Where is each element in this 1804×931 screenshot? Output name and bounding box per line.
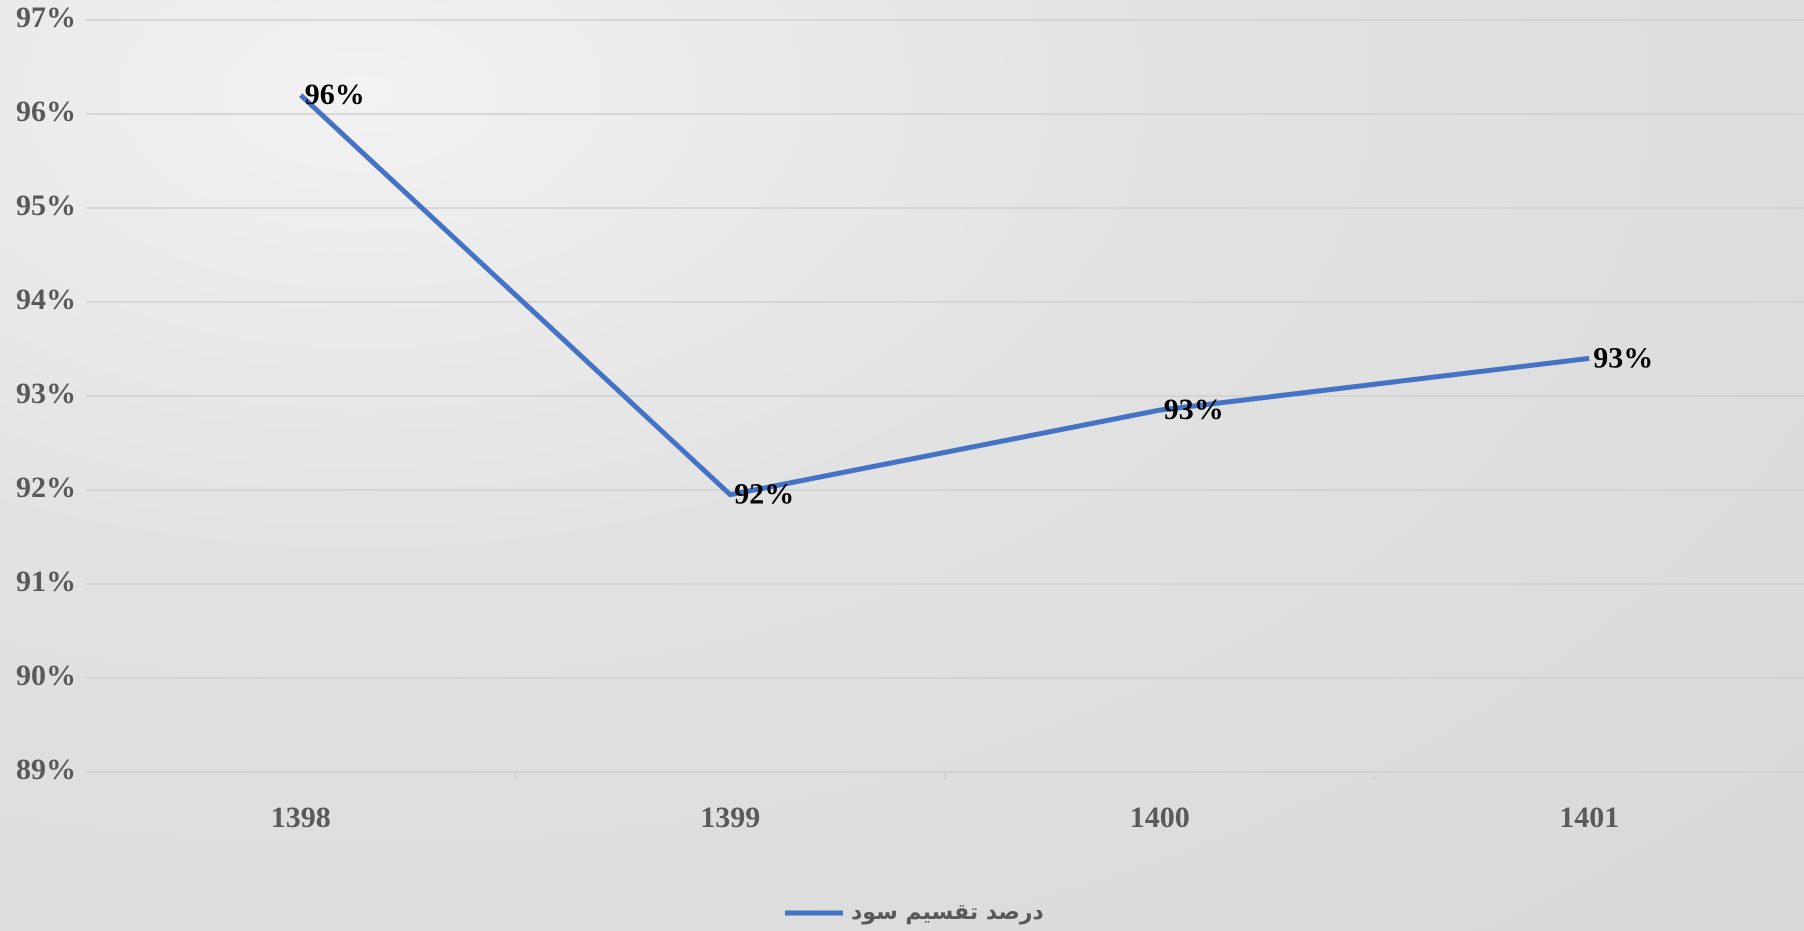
y-tick-label: 92% [16,471,76,504]
y-tick-label: 89% [16,753,76,786]
series-line [299,93,1590,498]
data-label: 93% [1164,393,1224,426]
y-tick-label: 93% [16,377,76,410]
data-label: 96% [305,78,365,111]
x-tick-label: 1399 [700,801,760,834]
y-tick-label: 94% [16,283,76,316]
data-label: 92% [734,478,794,511]
x-tick-label: 1398 [271,801,331,834]
y-tick-label: 91% [16,565,76,598]
y-tick-label: 95% [16,189,76,222]
y-tick-label: 97% [16,1,76,34]
y-tick-label: 90% [16,659,76,692]
y-tick-label: 96% [16,95,76,128]
x-tick-label: 1400 [1130,801,1190,834]
legend-label: درصد تقسیم سود [851,900,1044,925]
data-label: 93% [1593,341,1653,374]
x-tick-label: 1401 [1559,801,1619,834]
